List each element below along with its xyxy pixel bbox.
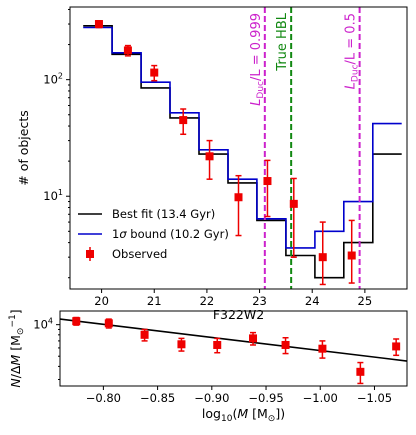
observed-point-0 — [94, 20, 103, 29]
observed-point-2 — [150, 68, 159, 77]
mass-function-x-tick-label: −0.80 — [86, 391, 121, 405]
histogram-x-tick-label: 25 — [358, 294, 373, 308]
histogram-x-tick-label: 21 — [147, 294, 162, 308]
mass-point-3 — [177, 340, 186, 349]
observed-point-5 — [234, 193, 243, 202]
legend: Best fit (13.4 Gyr) 1σ bound (10.2 Gyr) Ob… — [78, 207, 229, 261]
histogram-y-tick-label: 101 — [43, 188, 63, 203]
mass-function-x-tick-label: −1.05 — [357, 391, 392, 405]
mass-function-x-tick-label: −0.95 — [248, 391, 283, 405]
mass-function-frame — [59, 310, 408, 387]
histogram-y-axis-label: # of objects — [16, 110, 31, 186]
legend-entry-observed: Observed — [112, 247, 167, 261]
histogram-frame — [69, 6, 408, 290]
mass-point-0 — [72, 317, 81, 326]
one-sigma-step-line — [83, 26, 402, 249]
mass-function-y-axis-label: N/ΔM [M⊙−1] — [8, 309, 26, 387]
legend-entry-1: 1σ bound (10.2 Gyr) — [112, 227, 229, 241]
observed-point-4 — [205, 152, 214, 161]
mass-function-panel: −0.80 −0.85 −0.90 −0.95 −1.00 −1.05 104 log10(… — [8, 309, 408, 424]
vline-label-1: True HBL — [275, 12, 290, 71]
mass-point-5 — [249, 334, 258, 343]
mass-point-4 — [213, 340, 222, 349]
mass-function-x-axis-label: log10(M [M⊙]) — [202, 406, 285, 424]
mass-point-1 — [104, 319, 113, 328]
mass-point-2 — [140, 330, 149, 339]
vline-label-2: LDuc/L = 0.5 — [344, 13, 361, 89]
observed-point-6 — [263, 177, 272, 186]
observed-point-7 — [289, 199, 298, 208]
histogram-x-axis-label: F322W2 — [213, 307, 264, 322]
mass-point-9 — [392, 342, 401, 351]
mass-point-6 — [281, 340, 290, 349]
histogram-x-tick-label: 20 — [94, 294, 109, 308]
mass-point-8 — [356, 367, 365, 376]
histogram-x-tick-label: 22 — [200, 294, 215, 308]
histogram-y-tick-label: 102 — [43, 72, 63, 87]
vline-label-0: LDuc/L = 0.999 — [249, 13, 266, 106]
observed-point-9 — [347, 251, 356, 260]
mass-point-7 — [318, 344, 327, 353]
histogram-x-tick-label: 24 — [305, 294, 320, 308]
observed-point-1 — [123, 46, 132, 55]
observed-point-8 — [318, 253, 327, 262]
histogram-panel: LDuc/L = 0.999 True HBL LDuc/L = 0.5 20 21 2… — [16, 6, 408, 322]
observed-point-3 — [179, 116, 188, 125]
legend-swatch-observed — [86, 250, 94, 258]
mass-function-y-tick-label: 104 — [33, 317, 53, 332]
mass-function-fit-line — [60, 318, 407, 362]
histogram-x-tick-label: 23 — [252, 294, 267, 308]
legend-entry-0: Best fit (13.4 Gyr) — [112, 207, 215, 221]
mass-function-x-tick-label: −0.85 — [140, 391, 175, 405]
mass-function-x-tick-label: −1.00 — [303, 391, 338, 405]
mass-function-x-tick-label: −0.90 — [194, 391, 229, 405]
